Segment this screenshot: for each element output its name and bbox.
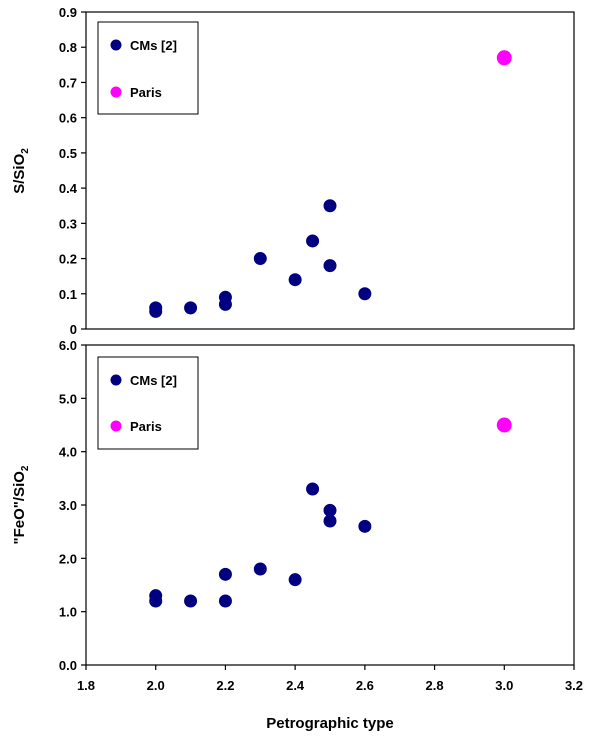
- top-legend: CMs [2] Paris: [97, 21, 199, 115]
- bottom-x-tick-label: 1.8: [77, 678, 95, 693]
- bottom-point-cms-2: [288, 573, 302, 587]
- bottom-legend-label-paris: Paris: [130, 419, 162, 434]
- top-point-cms-2: [253, 252, 267, 266]
- top-y-tick-label: 0: [70, 322, 77, 337]
- top-y-tick-label: 0.4: [59, 181, 78, 196]
- top-point-cms-2: [184, 301, 198, 315]
- top-y-tick-label: 0.2: [59, 252, 77, 267]
- bottom-point-cms-2: [253, 562, 267, 576]
- top-point-cms-2: [288, 273, 302, 287]
- bottom-data-points: [149, 417, 512, 608]
- bottom-point-cms-2: [184, 594, 198, 608]
- bottom-y-tick-label: 5.0: [59, 391, 77, 406]
- top-legend-label-cms: CMs [2]: [130, 38, 177, 53]
- top-y-axis-label-main: S/SiO: [11, 153, 28, 193]
- bottom-y-tick-label: 6.0: [59, 338, 77, 353]
- bottom-y-tick-label: 4.0: [59, 445, 77, 460]
- bottom-legend-marker-cms: [110, 374, 122, 386]
- bottom-legend-label-cms: CMs [2]: [130, 373, 177, 388]
- top-y-tick-label: 0.5: [59, 146, 77, 161]
- bottom-y-axis-label: "FeO"/SiO2: [11, 465, 31, 544]
- top-y-tick-label: 0.6: [59, 111, 77, 126]
- bottom-y-axis: 0.0 1.0 2.0 3.0 4.0 5.0 6.0: [59, 338, 86, 673]
- bottom-x-tick-label: 3.0: [495, 678, 513, 693]
- top-point-paris: [496, 50, 512, 66]
- top-y-tick-label: 0.9: [59, 5, 77, 20]
- top-legend-label-paris: Paris: [130, 85, 162, 100]
- top-y-tick-label: 0.8: [59, 40, 77, 55]
- bottom-x-tick-label: 3.2: [565, 678, 583, 693]
- x-axis-label: Petrographic type: [266, 715, 394, 732]
- top-point-cms-2: [323, 199, 337, 213]
- bottom-x-tick-label: 2.8: [426, 678, 444, 693]
- top-legend-box: [97, 21, 199, 115]
- top-point-cms-2: [218, 297, 232, 311]
- bottom-x-tick-label: 2.6: [356, 678, 374, 693]
- bottom-y-tick-label: 0.0: [59, 658, 77, 673]
- top-data-points: [149, 50, 512, 318]
- bottom-point-cms-2: [323, 514, 337, 528]
- bottom-point-cms-2: [218, 567, 232, 581]
- bottom-panel: 0.0 1.0 2.0 3.0 4.0 5.0 6.0 1.8 2.0 2.2 2.4 2.6 2.8…: [11, 338, 583, 732]
- bottom-x-tick-label: 2.2: [216, 678, 234, 693]
- bottom-y-tick-label: 3.0: [59, 498, 77, 513]
- top-legend-marker-cms: [110, 39, 122, 51]
- top-legend-marker-paris: [110, 86, 122, 98]
- bottom-legend-marker-paris: [110, 420, 122, 432]
- top-panel: 0 0.1 0.2 0.3 0.4 0.5 0.6 0.7 0.8 0.9 S/SiO2 CMs …: [11, 5, 575, 337]
- bottom-x-axis: 1.8 2.0 2.2 2.4 2.6 2.8 3.0 3.2: [77, 665, 583, 693]
- top-plot-frame: [85, 11, 575, 330]
- bottom-point-cms-2: [323, 503, 337, 517]
- top-point-cms-2: [358, 287, 372, 301]
- bottom-point-paris: [496, 417, 512, 433]
- top-y-axis-label: S/SiO2: [11, 148, 31, 194]
- top-y-tick-label: 0.3: [59, 216, 77, 231]
- bottom-x-tick-label: 2.4: [286, 678, 305, 693]
- bottom-legend-box: [97, 356, 199, 450]
- top-y-tick-label: 0.1: [59, 287, 77, 302]
- bottom-y-tick-label: 2.0: [59, 551, 77, 566]
- bottom-point-cms-2: [149, 594, 163, 608]
- bottom-point-cms-2: [218, 594, 232, 608]
- top-point-cms-2: [323, 259, 337, 273]
- top-y-axis-label-subscript: 2: [20, 148, 31, 154]
- bottom-x-tick-label: 2.0: [147, 678, 165, 693]
- top-y-axis: 0 0.1 0.2 0.3 0.4 0.5 0.6 0.7 0.8 0.9: [59, 5, 86, 337]
- bottom-y-axis-label-subscript: 2: [20, 465, 31, 471]
- bottom-y-tick-label: 1.0: [59, 605, 77, 620]
- top-y-tick-label: 0.7: [59, 75, 77, 90]
- top-point-cms-2: [306, 234, 320, 248]
- bottom-legend: CMs [2] Paris: [97, 356, 199, 450]
- top-point-cms-2: [149, 304, 163, 318]
- bottom-point-cms-2: [306, 482, 320, 496]
- bottom-y-axis-label-main: "FeO"/SiO: [11, 471, 28, 545]
- bottom-point-cms-2: [358, 519, 372, 533]
